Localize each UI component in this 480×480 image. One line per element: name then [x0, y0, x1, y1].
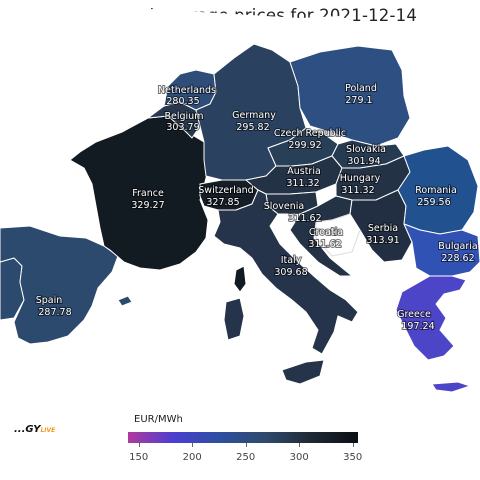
region-labels: Netherlands 280.35 Belgium 303.79 German… [35, 82, 479, 333]
label-italy-value: 309.68 [274, 267, 307, 278]
label-serbia-value: 313.91 [366, 235, 399, 246]
region-croatia[interactable] [289, 195, 353, 277]
label-slovenia-name: Slovenia [264, 201, 304, 212]
label-bulgaria-name: Bulgaria [438, 241, 477, 252]
legend-tick-mark [138, 443, 140, 447]
label-austria-value: 311.32 [286, 178, 319, 189]
label-romania-name: Romania [415, 185, 457, 196]
label-germany-value: 295.82 [236, 122, 269, 133]
label-belgium-name: Belgium [165, 111, 204, 122]
label-spain-name: Spain [36, 295, 63, 306]
legend-tick-label: 350 [343, 452, 363, 463]
legend-tick-label: 250 [236, 452, 256, 463]
region-italy-sardinia[interactable] [223, 297, 245, 341]
legend-tick-mark [299, 443, 301, 447]
label-czech-value: 299.92 [288, 140, 321, 151]
label-poland-name: Poland [345, 83, 377, 94]
label-hungary-name: Hungary [340, 173, 381, 184]
label-croatia-value: 311.62 [308, 239, 341, 250]
region-italy[interactable] [213, 189, 359, 355]
label-croatia-name: Croatia [309, 227, 343, 238]
label-netherlands-name: Netherlands [158, 85, 216, 96]
label-serbia-name: Serbia [368, 223, 398, 234]
region-poland[interactable] [289, 45, 411, 147]
label-italy-name: Italy [281, 255, 302, 266]
legend-tick-label: 200 [182, 452, 202, 463]
label-france-name: France [132, 188, 164, 199]
legend-tick-label: 150 [129, 452, 149, 463]
label-belgium-value: 303.79 [166, 122, 199, 133]
legend-tick-mark [245, 443, 247, 447]
label-slovakia-name: Slovakia [346, 144, 386, 155]
label-switzerland-value: 327.85 [206, 197, 239, 208]
label-greece-name: Greece [397, 309, 431, 320]
label-romania-value: 259.56 [417, 197, 450, 208]
legend-tick-mark [192, 443, 194, 447]
region-greece[interactable] [395, 275, 467, 361]
region-france-corsica[interactable] [233, 265, 247, 293]
region-spain-islands[interactable] [117, 295, 133, 307]
label-czech-name: Czech Republic [274, 128, 346, 139]
region-spain[interactable] [0, 225, 119, 345]
region-italy-sicily[interactable] [281, 359, 325, 385]
legend-title: EUR/MWh [134, 414, 183, 425]
label-switzerland-name: Switzerland [198, 185, 253, 196]
legend-color-bar [128, 432, 358, 443]
label-austria-name: Austria [287, 166, 321, 177]
legend-tick-label: 300 [289, 452, 309, 463]
label-hungary-value: 311.32 [341, 185, 374, 196]
label-bulgaria-value: 228.62 [441, 253, 474, 264]
region-bulgaria[interactable] [403, 223, 480, 277]
brand-logo: ...GYLIVE [14, 424, 56, 435]
label-netherlands-value: 280.35 [166, 96, 199, 107]
label-france-value: 329.27 [131, 200, 164, 211]
label-germany-name: Germany [232, 110, 276, 121]
label-slovakia-value: 301.94 [347, 156, 380, 167]
label-poland-value: 279.1 [345, 95, 372, 106]
region-greece-crete[interactable] [431, 381, 471, 393]
label-slovenia-value: 311.62 [288, 213, 321, 224]
label-spain-value: 287.78 [38, 307, 71, 318]
label-greece-value: 197.24 [401, 321, 434, 332]
legend-tick-mark [352, 443, 354, 447]
